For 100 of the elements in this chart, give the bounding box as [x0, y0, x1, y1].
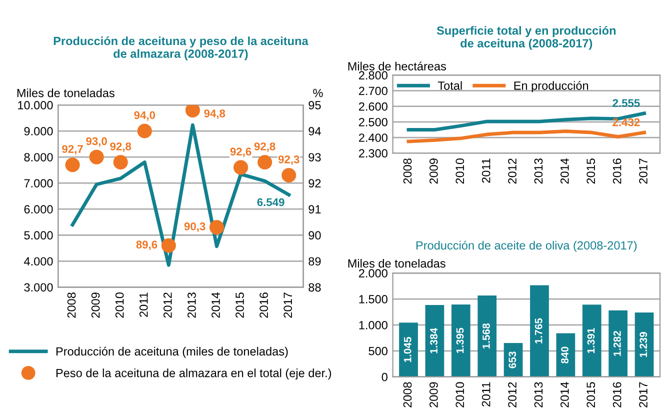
- legend-label: Producción de aceituna (miles de toneladas): [56, 346, 288, 358]
- data-label: 89,6: [136, 240, 158, 250]
- y-tick-label: 6.000: [24, 205, 53, 214]
- bar: [530, 285, 549, 377]
- x-tick-label: 2012: [508, 158, 516, 184]
- x-tick-label: 2017: [639, 158, 648, 184]
- x-tick-label: 2012: [508, 382, 516, 408]
- y-tick-label: 8.000: [24, 153, 53, 162]
- data-label: 1.384: [430, 328, 438, 354]
- y2-tick-label: 94: [308, 127, 321, 136]
- y-tick-label: 5.000: [24, 231, 53, 240]
- x-tick-label: 2013: [534, 382, 543, 408]
- y2-axis-title: %: [313, 88, 323, 98]
- chart-title: Producción de aceituna y peso de la aceituna de almazara (2008-2017): [54, 36, 308, 60]
- legend-label: Total: [438, 81, 462, 90]
- point: [161, 238, 176, 253]
- y2-tick-label: 88: [308, 283, 321, 292]
- y-tick-label: 2.400: [358, 134, 388, 142]
- bar: [451, 304, 470, 377]
- x-tick-label: 2011: [482, 382, 490, 406]
- point: [185, 104, 200, 118]
- x-tick-label: 2017: [639, 382, 648, 408]
- x-tick-label: 2008: [403, 158, 412, 184]
- point: [209, 220, 224, 235]
- x-tick-label: 2015: [586, 382, 596, 408]
- x-tick-label: 2009: [430, 158, 438, 184]
- x-tick-label: 2017: [284, 292, 292, 318]
- x-tick-label: 2015: [236, 292, 244, 318]
- point: [282, 168, 296, 183]
- x-tick-label: 2010: [456, 158, 464, 184]
- legend-label: Peso de la aceituna de almazara en el total (eje der.): [56, 368, 332, 380]
- y-axis-title: Miles de hectáreas: [348, 62, 446, 70]
- point: [137, 124, 152, 138]
- point: [89, 150, 104, 164]
- data-label: 1.568: [482, 323, 490, 349]
- y-axis-title: Miles de toneladas: [348, 258, 446, 268]
- y-tick-label: 9.000: [24, 127, 53, 136]
- y-tick-label: 10.000: [18, 101, 53, 110]
- y-tick-label: 2.500: [358, 118, 388, 126]
- chart-title: Producción de aceite de oliva (2008-2017): [416, 240, 637, 252]
- x-tick-label: 2013: [534, 158, 543, 184]
- y2-tick-label: 95: [308, 101, 321, 110]
- data-label: 92,3: [278, 155, 300, 165]
- data-label: 6.549: [257, 198, 284, 206]
- point: [113, 154, 128, 170]
- data-label: 653: [508, 352, 516, 368]
- x-tick-label: 2015: [586, 158, 596, 184]
- y-tick-label: 1.000: [359, 320, 388, 330]
- y-axis-title: Miles de toneladas: [17, 88, 114, 98]
- x-tick-label: 2010: [115, 292, 124, 318]
- line-series: [406, 130, 646, 144]
- data-label: 1.395: [456, 328, 464, 354]
- x-tick-label: 2011: [482, 158, 490, 183]
- y-tick-label: 2.700: [358, 86, 388, 96]
- y-tick-label: 500: [368, 346, 388, 356]
- x-tick-label: 2009: [430, 382, 438, 408]
- y2-tick-label: 92: [308, 179, 321, 188]
- data-label: 90,3: [184, 222, 206, 232]
- bar: [425, 305, 444, 377]
- x-tick-label: 2016: [612, 158, 622, 184]
- y2-tick-label: 91: [308, 205, 321, 214]
- x-tick-label: 2014: [560, 382, 569, 408]
- x-tick-label: 2008: [67, 292, 76, 318]
- bar: [608, 310, 628, 377]
- bar: [399, 322, 418, 377]
- y-tick-label: 2.800: [358, 71, 388, 80]
- x-tick-label: 2014: [560, 158, 569, 184]
- data-label: 1.239: [640, 332, 648, 358]
- data-label: 1.282: [613, 330, 621, 356]
- x-tick-label: 2013: [188, 292, 196, 318]
- data-label: 92,7: [62, 145, 83, 155]
- y2-tick-label: 90: [308, 231, 321, 240]
- bar: [634, 312, 654, 377]
- y2-tick-label: 89: [308, 257, 321, 266]
- data-label: 94,0: [134, 111, 155, 121]
- x-tick-label: 2012: [163, 292, 172, 318]
- x-tick-label: 2011: [139, 292, 148, 317]
- y-tick-label: 2.000: [358, 269, 388, 278]
- data-label: 1.765: [534, 318, 542, 344]
- y-tick-label: 4.000: [24, 257, 53, 266]
- data-label: 92,6: [230, 148, 252, 158]
- data-label: 92,8: [110, 142, 132, 152]
- y-tick-label: 0: [382, 372, 388, 382]
- data-label: 93,0: [86, 137, 107, 147]
- data-label: 2.555: [612, 99, 640, 107]
- y2-tick-label: 93: [308, 153, 321, 162]
- legend-label: En producción: [514, 81, 588, 92]
- bar: [556, 333, 576, 377]
- data-label: 1.045: [404, 336, 412, 362]
- chart-title: Superficie total y en producción de aceituna (2008-2017): [436, 26, 616, 50]
- y-tick-label: 7.000: [24, 179, 53, 188]
- line-series: [406, 112, 646, 132]
- data-label: 94,8: [204, 109, 226, 119]
- x-tick-label: 2009: [91, 292, 100, 318]
- point: [258, 154, 272, 170]
- y-tick-label: 2.300: [358, 149, 388, 158]
- y-tick-label: 2.600: [358, 102, 388, 111]
- data-label: 1.391: [587, 328, 595, 354]
- data-label: 840: [561, 346, 568, 364]
- point: [65, 158, 80, 172]
